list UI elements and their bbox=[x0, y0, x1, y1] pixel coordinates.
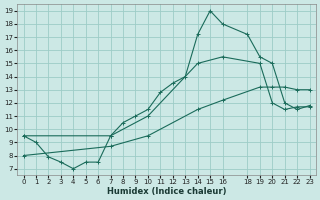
X-axis label: Humidex (Indice chaleur): Humidex (Indice chaleur) bbox=[107, 187, 226, 196]
